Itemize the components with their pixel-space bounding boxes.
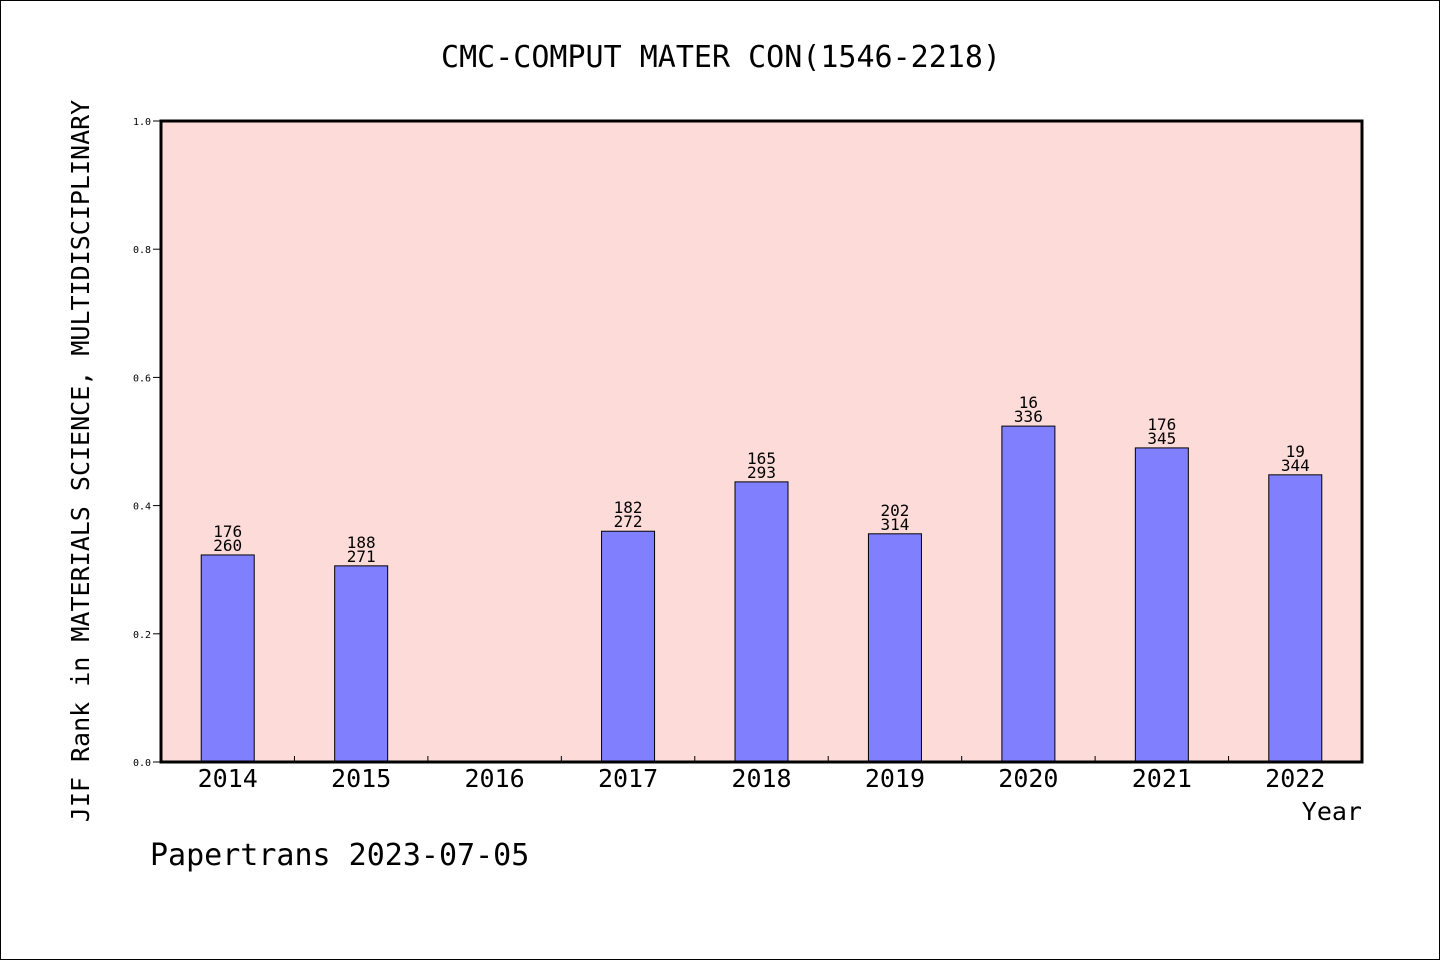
- y-tick-label: 0.6: [133, 373, 151, 384]
- bar-label-rank: 202: [880, 501, 909, 520]
- y-tick-label: 0.0: [133, 758, 151, 769]
- bar: [867, 533, 922, 763]
- footer-credit: Papertrans 2023-07-05: [150, 838, 529, 873]
- bar-label-total: 272: [614, 512, 643, 531]
- x-tick-label: 2015: [331, 764, 391, 793]
- bar-label-total: 260: [213, 536, 242, 555]
- bar-label-rank: 188: [347, 533, 376, 552]
- x-tick-label: 2018: [731, 764, 791, 793]
- bar-label-total: 345: [1147, 429, 1176, 448]
- bar-label-total: 293: [747, 463, 776, 482]
- bar-label-rank: 176: [1147, 415, 1176, 434]
- bar-label-total: 314: [880, 515, 909, 534]
- bar: [1268, 474, 1323, 763]
- x-tick-label: 2022: [1265, 764, 1325, 793]
- bar-label-total: 344: [1281, 456, 1310, 475]
- bar-label-rank: 176: [213, 522, 242, 541]
- y-axis-label: JIF Rank in MATERIALS SCIENCE, MULTIDISC…: [66, 100, 95, 822]
- x-tick-label: 2016: [465, 764, 525, 793]
- y-tick-label: 1.0: [133, 117, 151, 128]
- y-tick-label: 0.4: [133, 502, 151, 513]
- bar-label-rank: 16: [1019, 393, 1038, 412]
- bar-label-total: 336: [1014, 407, 1043, 426]
- bar-label-total: 271: [347, 547, 376, 566]
- chart-title: CMC-COMPUT MATER CON(1546-2218): [441, 40, 1001, 75]
- bar: [200, 554, 255, 763]
- bar-label-rank: 165: [747, 449, 776, 468]
- bar: [734, 481, 789, 763]
- x-tick-label: 2020: [998, 764, 1058, 793]
- x-axis-label: Year: [1302, 797, 1362, 826]
- y-tick-label: 0.2: [133, 630, 151, 641]
- x-tick-label: 2021: [1132, 764, 1192, 793]
- bar-label-rank: 19: [1286, 442, 1305, 461]
- bar: [1001, 425, 1056, 763]
- x-tick-label: 2019: [865, 764, 925, 793]
- bar: [334, 565, 389, 763]
- ticks-layer: 2014 2015 2016 2017 2018 2019 2020 2021 2022 0.0 0…: [133, 117, 1325, 793]
- x-tick-label: 2017: [598, 764, 658, 793]
- y-tick-label: 0.8: [133, 245, 151, 256]
- bar-label-rank: 182: [614, 498, 643, 517]
- x-tick-label: 2014: [198, 764, 258, 793]
- bar: [601, 530, 656, 763]
- bar: [1134, 447, 1189, 763]
- plot-border: [159, 119, 1364, 764]
